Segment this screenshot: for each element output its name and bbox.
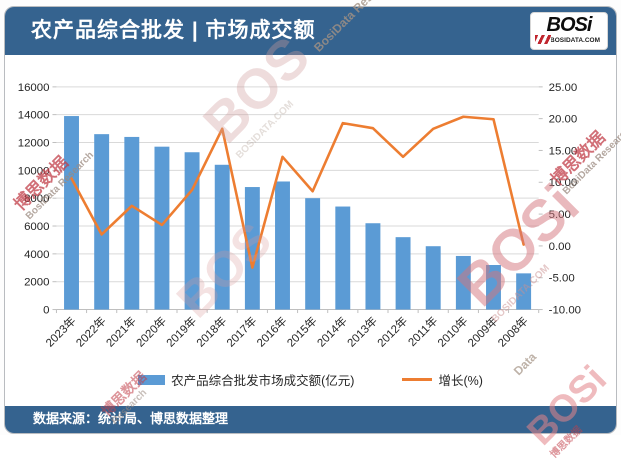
footer-bar: 数据来源：统计局、博思数据整理 [5,406,616,433]
svg-text:2013年: 2013年 [344,314,380,350]
svg-text:10000: 10000 [18,165,50,177]
page-title: 农产品综合批发 | 市场成交额 [31,19,316,42]
svg-text:12000: 12000 [18,137,50,149]
svg-text:0.00: 0.00 [549,241,571,253]
logo-domain-text: BOSIDATA.COM [550,37,600,44]
svg-text:14000: 14000 [18,110,50,122]
legend-item-bar[interactable]: 农产品综合批发市场成交额(亿元) [138,370,354,389]
svg-text:15.00: 15.00 [549,145,578,157]
svg-text:2023年: 2023年 [43,314,79,350]
svg-text:2017年: 2017年 [224,314,260,350]
svg-text:25.00: 25.00 [549,82,578,94]
svg-text:2022年: 2022年 [73,314,109,350]
bosi-logo: BOSi BOSIDATA.COM [530,12,608,50]
svg-text:10.00: 10.00 [549,177,578,189]
svg-text:2021年: 2021年 [103,314,139,350]
svg-text:2014年: 2014年 [314,314,350,350]
legend-line-label: 增长(%) [438,374,483,388]
svg-text:2016年: 2016年 [254,314,290,350]
page: 农产品综合批发 | 市场成交额 BOSi BOSIDATA.COM 0 2000 4… [4,0,621,461]
svg-text:-5.00: -5.00 [549,273,575,285]
chart-card: 农产品综合批发 | 市场成交额 BOSi BOSIDATA.COM 0 2000 4… [4,6,617,434]
svg-text:2010年: 2010年 [434,314,470,350]
svg-text:2020年: 2020年 [133,314,169,350]
svg-text:2011年: 2011年 [405,314,440,349]
header-bar: 农产品综合批发 | 市场成交额 BOSi BOSIDATA.COM [5,7,616,55]
svg-text:6000: 6000 [24,221,49,233]
logo-brand-text: BOSi [546,14,593,36]
svg-text:2009年: 2009年 [465,314,501,350]
data-source-text: 数据来源：统计局、博思数据整理 [33,411,229,426]
chart-legend: 农产品综合批发市场成交额(亿元) 增长(%) [5,370,616,389]
bar-series-swatch [138,374,166,385]
svg-text:20.00: 20.00 [549,114,578,126]
svg-text:2019年: 2019年 [163,314,199,350]
legend-bar-label: 农产品综合批发市场成交额(亿元) [171,374,355,388]
svg-text:0: 0 [43,305,49,317]
svg-text:4000: 4000 [24,249,49,261]
svg-text:2015年: 2015年 [284,314,320,350]
svg-text:2008年: 2008年 [495,314,531,350]
combo-chart: 0 2000 4000 6000 8000 10000 12000 14000 16000 -10… [18,82,581,350]
svg-text:16000: 16000 [18,82,50,94]
svg-text:2012年: 2012年 [374,314,410,350]
svg-text:2018年: 2018年 [193,314,229,350]
legend-item-line[interactable]: 增长(%) [402,370,483,389]
chart-region: 0 2000 4000 6000 8000 10000 12000 14000 16000 -10… [5,55,616,406]
logo-stripes-icon [535,35,551,44]
svg-text:8000: 8000 [24,193,49,205]
line-series-swatch [402,378,433,381]
svg-text:5.00: 5.00 [549,209,571,221]
svg-text:-10.00: -10.00 [549,305,581,317]
svg-text:2000: 2000 [24,277,49,289]
